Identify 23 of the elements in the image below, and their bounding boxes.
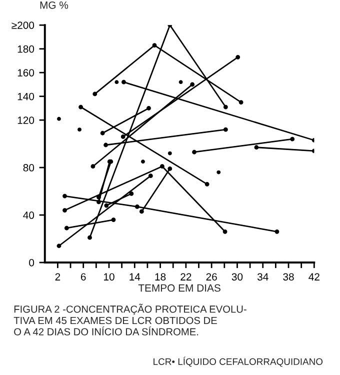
y-tick-label: 160: [18, 69, 34, 76]
x-tick-label: 10: [104, 273, 114, 281]
y-tick-label: 0: [29, 259, 34, 266]
x-tick-label: 2: [55, 273, 60, 280]
x-tick-label: 34: [257, 273, 268, 281]
x-tick-label: 26: [206, 273, 217, 281]
y-tick-label: ≥200: [12, 22, 34, 29]
text: FIGURA 2 -CONCENTRAÇÃO PROTEICA EVOLU- TIVA EM 45 EXAMES DE LCR OBTIDOS DE O A 42 DIAS DO INÍCIO DA SÍNDROME.: [14, 304, 246, 336]
x-tick-label: 30: [232, 273, 243, 281]
x-tick-label: 42: [308, 273, 320, 280]
y-tick-label: 40: [23, 212, 34, 219]
y-axis-title: MG %: [40, 1, 68, 9]
x-tick-label: 38: [283, 273, 294, 281]
text: LCR• LÍQUIDO CEFALORRAQUIDIANO: [154, 356, 323, 367]
y-tick-label: 180: [18, 45, 34, 53]
x-axis-title: TEMPO EM DIAS: [138, 284, 220, 292]
x-tick-label: 18: [155, 273, 166, 281]
x-tick-label: 22: [180, 273, 192, 280]
y-tick-label: 80: [23, 164, 34, 172]
y-tick-label: 120: [18, 116, 34, 124]
x-tick-label: 6: [80, 273, 86, 281]
y-tick-label: 140: [18, 92, 34, 100]
x-tick-label: 14: [130, 273, 140, 280]
